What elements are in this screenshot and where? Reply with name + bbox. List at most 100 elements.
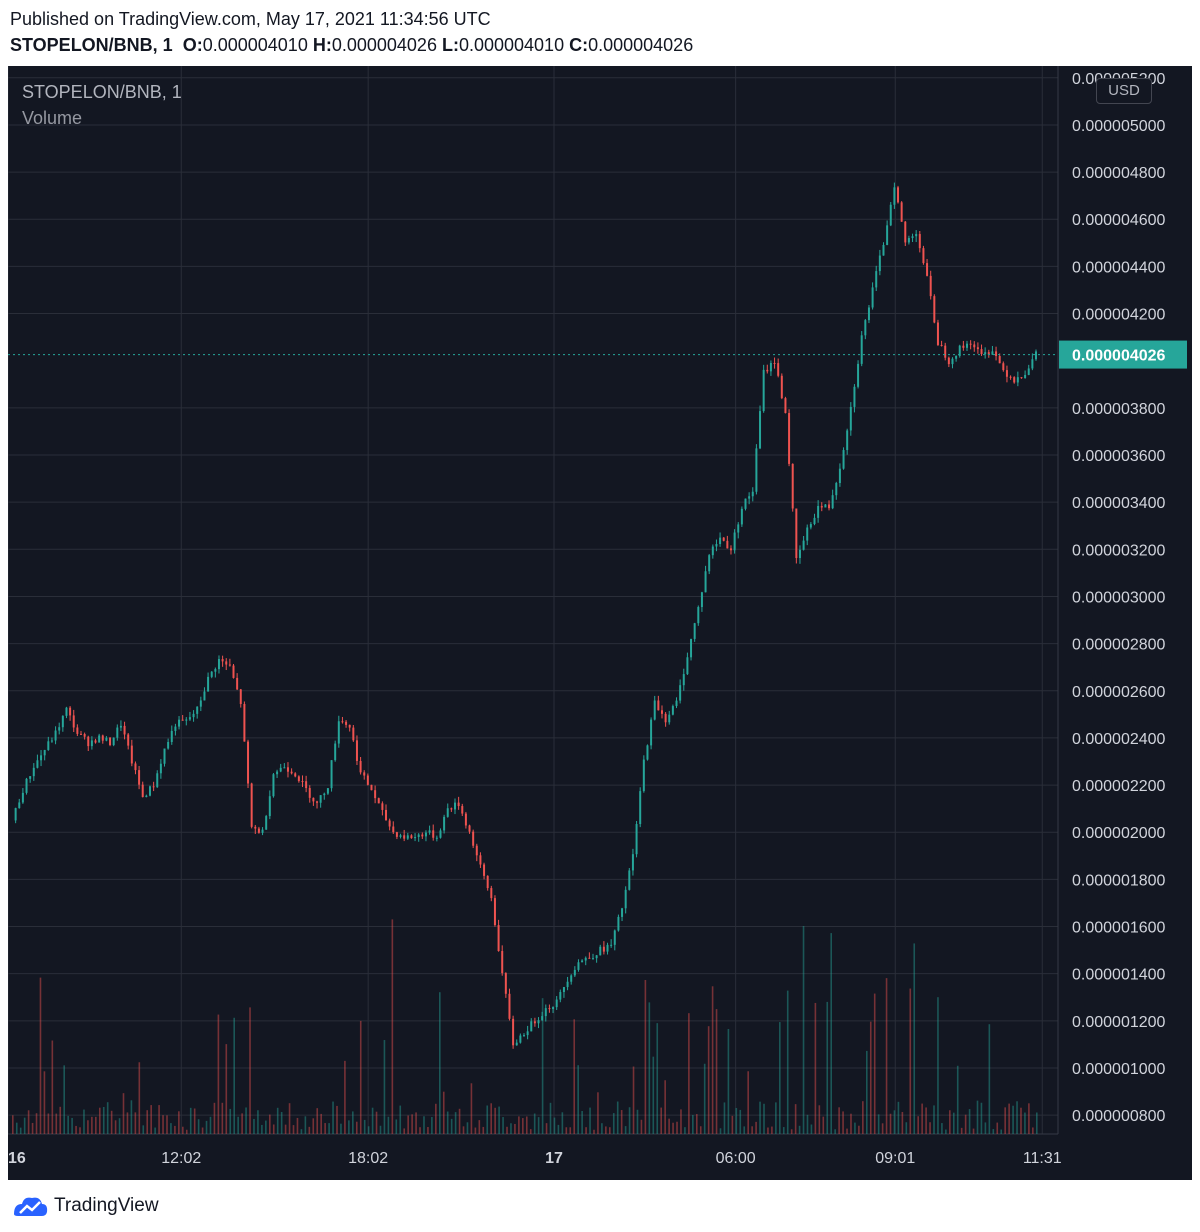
chart-area[interactable]: 0.0000052000.0000050000.0000048000.00000… [8,66,1192,1180]
candle-body [385,809,388,821]
candle-body [417,834,420,838]
candle-body [984,352,987,355]
currency-button[interactable]: USD [1096,78,1152,104]
candle-body [744,498,747,509]
candle-body [381,803,384,810]
chart-header: Published on TradingView.com, May 17, 20… [10,8,1190,56]
volume-bar [692,1114,694,1134]
volume-bar [972,1128,975,1134]
candle-body [813,517,816,525]
candle-body [537,1020,540,1024]
volume-bar [403,1128,406,1134]
volume-bar [968,1109,971,1134]
volume-bar [245,1107,247,1134]
legend-symbol: STOPELON/BNB, 1 [22,82,182,102]
volume-bar [201,1127,204,1134]
volume-bar [336,1105,338,1134]
candle-body [835,483,838,496]
volume-bar [138,1062,141,1134]
candle-body [686,657,689,675]
volume-bar [672,1122,674,1134]
volume-bar [624,1126,627,1134]
candle-body [552,1007,555,1009]
volume-bar [549,1102,552,1134]
candle-body [504,973,507,994]
candle-body [940,344,943,346]
candle-body [119,725,122,728]
candle-body [588,957,591,959]
volume-bar [498,1106,500,1134]
volume-bar [636,1109,639,1134]
volume-bar [450,1118,453,1134]
price-chart[interactable]: 0.0000052000.0000050000.0000048000.00000… [8,66,1192,1180]
candle-body [79,733,82,735]
close-value: 0.000004026 [588,35,694,55]
volume-bar [881,1123,884,1134]
candle-body [326,788,329,794]
candle-body [708,555,711,572]
volume-bar [525,1116,528,1134]
candle-body [483,864,486,876]
candle-body [443,816,446,831]
volume-bar [75,1125,77,1134]
candle-body [279,767,282,772]
volume-bar [166,1115,168,1134]
candle-body [192,713,195,718]
candle-body [21,792,24,803]
volume-bar [980,1102,983,1134]
x-tick-label: 06:00 [716,1150,756,1167]
volume-bar [858,1125,860,1134]
candle-body [305,781,308,789]
volume-bar [193,1108,196,1134]
volume-bar [885,978,888,1134]
candle-body [370,784,373,791]
volume-bar [759,1101,761,1134]
volume-bar [775,1102,777,1134]
volume-bar [616,1101,619,1134]
y-tick-label: 0.000003800 [1072,401,1166,418]
volume-bar [502,1117,504,1134]
candle-body [403,835,406,839]
volume-bar [779,1022,781,1134]
volume-bar [268,1114,271,1134]
candle-body [762,369,765,412]
candle-body [94,740,97,743]
volume-bar [743,1126,746,1134]
volume-bar [767,1127,769,1134]
candle-body [221,659,224,662]
volume-bar [110,1110,113,1134]
candle-body [882,244,885,256]
candle-body [737,524,740,533]
candle-body [366,775,369,785]
volume-bar [1008,1103,1010,1134]
candle-body [650,719,653,746]
volume-bar [1028,1103,1030,1134]
candle-body [261,829,264,833]
volume-bar [676,1121,678,1134]
candle-body [817,505,820,518]
candle-body [559,992,562,1000]
y-tick-label: 0.000001800 [1072,872,1166,889]
candle-body [631,854,634,871]
candle-body [751,491,754,497]
candle-body [312,797,315,802]
last-price-tag [1059,340,1187,369]
candle-body [58,727,61,731]
candle-body [450,808,453,810]
candle-body [214,669,217,672]
volume-bar [569,1127,572,1134]
volume-bar [340,1123,342,1134]
volume-bar [63,1065,65,1134]
published-line: Published on TradingView.com, May 17, 20… [10,9,491,29]
candle-body [65,707,68,716]
open-label: O: [182,35,203,55]
volume-bar [877,1114,880,1134]
volume-bar [518,1116,520,1134]
candle-body [217,659,220,670]
candle-body [766,369,769,372]
candle-body [690,638,693,658]
y-tick-label: 0.000003600 [1072,448,1166,465]
candle-body [628,870,631,890]
candle-body [352,727,355,741]
volume-bar [711,986,714,1134]
